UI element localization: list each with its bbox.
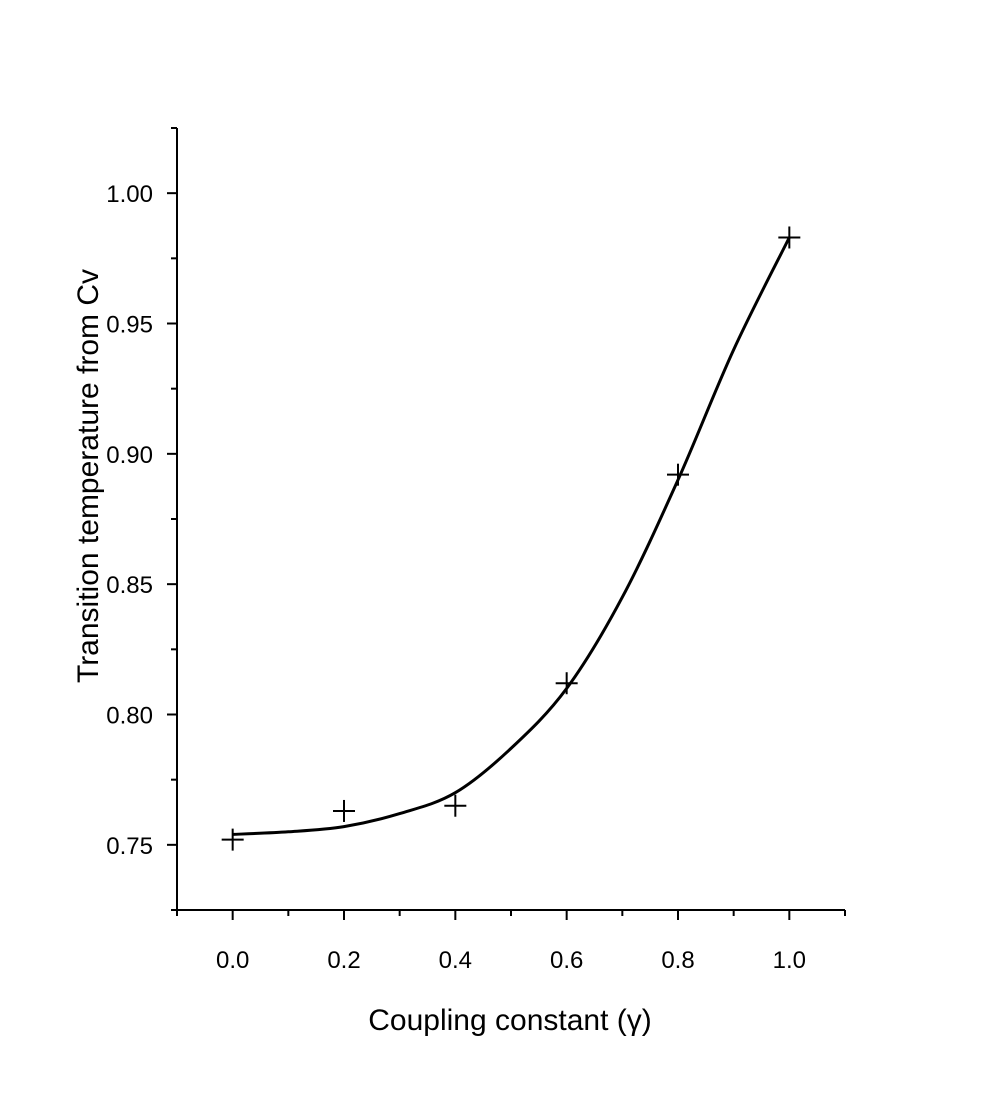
data-points-layer (221, 226, 801, 851)
data-point (667, 463, 689, 486)
x-tick-label: 0.6 (550, 947, 583, 974)
data-point (333, 799, 355, 822)
x-tick-label: 0.0 (216, 947, 249, 974)
ticks-layer: 0.0 0.2 0.4 0.6 0.8 1.0 0.75 0.80 0.85 0.90 0.95 1.… (106, 127, 846, 974)
x-tick-label: 0.8 (661, 947, 694, 974)
data-point (778, 226, 801, 249)
y-tick-label: 0.75 (106, 833, 153, 860)
x-tick-label: 1.0 (773, 947, 806, 974)
y-tick-label: 1.00 (106, 181, 153, 208)
y-axis-title: Transition temperature from Cv (72, 269, 105, 683)
y-tick-label: 0.90 (106, 442, 153, 469)
x-tick-label: 0.4 (439, 947, 472, 974)
y-tick-label: 0.80 (106, 703, 153, 730)
data-point (444, 794, 467, 817)
labels-layer: Coupling constant (γ) Transition tempera… (72, 269, 652, 1037)
y-tick-label: 0.95 (106, 312, 153, 339)
data-point (221, 828, 244, 851)
data-point (555, 672, 578, 695)
axes-layer (176, 128, 845, 911)
x-tick-label: 0.2 (327, 947, 360, 974)
fit-curve-line (232, 236, 791, 836)
x-axis-title: Coupling constant (γ) (368, 1004, 651, 1037)
fit-curve-layer (232, 236, 791, 836)
y-tick-label: 0.85 (106, 572, 153, 599)
